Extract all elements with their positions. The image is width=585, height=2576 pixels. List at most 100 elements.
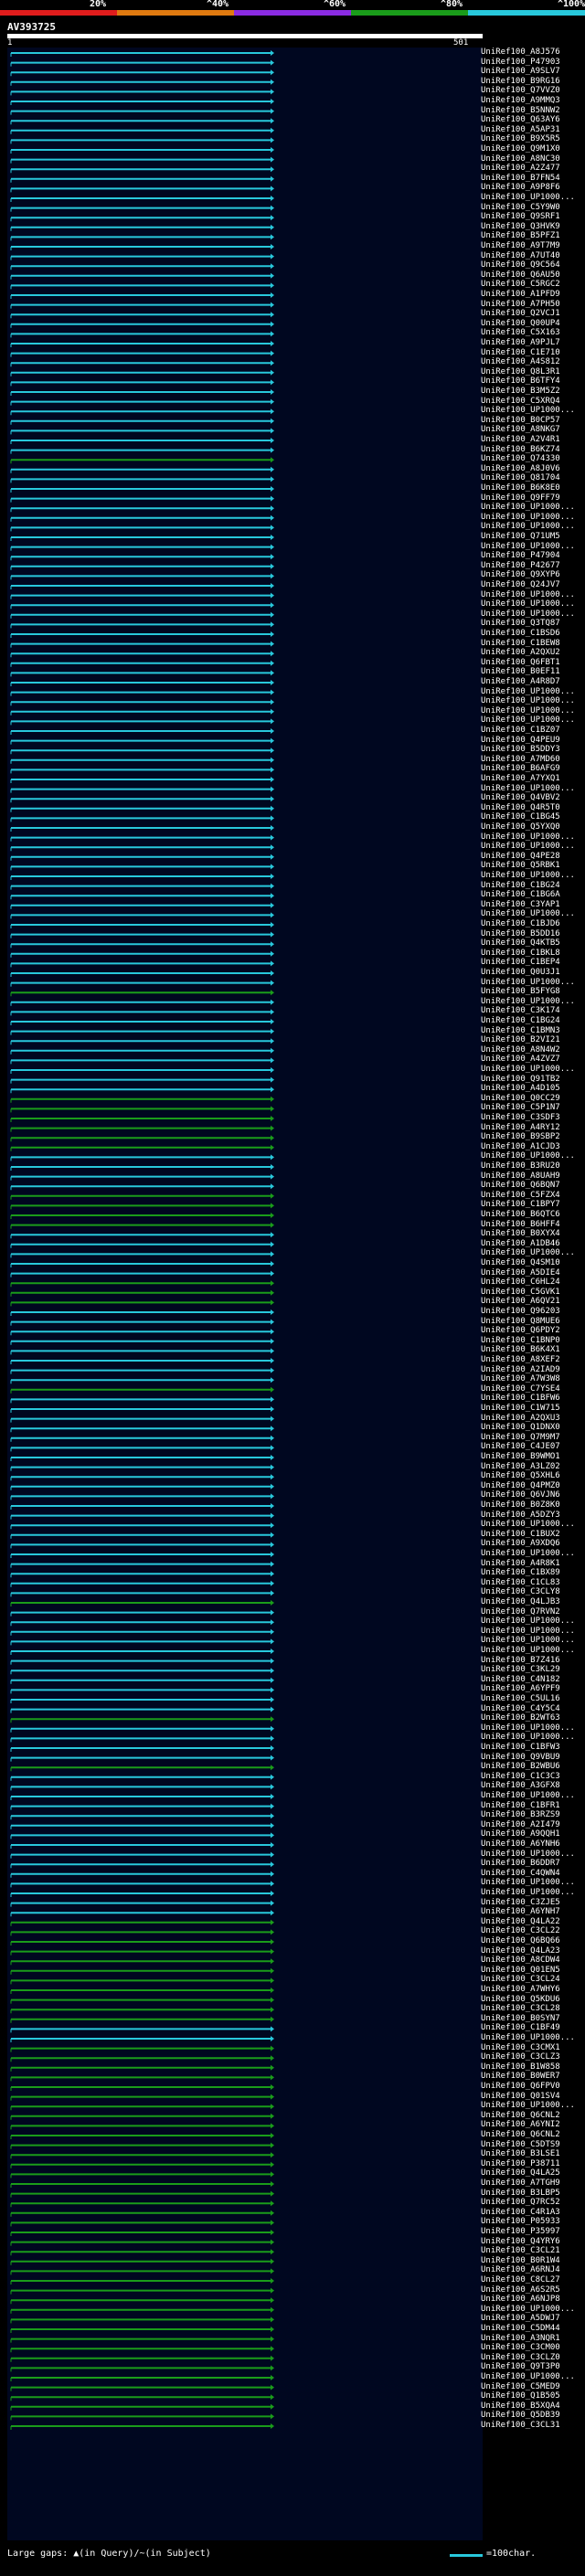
hit-label[interactable]: UniRef100_UP1000... <box>481 1888 575 1897</box>
hit-label[interactable]: UniRef100_C1BG24 <box>481 1016 560 1025</box>
hit-label[interactable]: UniRef100_C3KL29 <box>481 1665 560 1675</box>
hit-label[interactable]: UniRef100_C1BZ07 <box>481 726 560 735</box>
hit-label[interactable]: UniRef100_Q9C564 <box>481 260 560 270</box>
hit-label[interactable]: UniRef100_UP1000... <box>481 193 575 202</box>
hit-label[interactable]: UniRef100_Q71UM5 <box>481 532 560 541</box>
hit-label[interactable]: UniRef100_C3SDF3 <box>481 1113 560 1122</box>
hit-label[interactable]: UniRef100_Q6CNL2 <box>481 2110 560 2120</box>
hit-label[interactable]: UniRef100_C1BMN3 <box>481 1025 560 1035</box>
hit-label[interactable]: UniRef100_UP1000... <box>481 503 575 513</box>
hit-label[interactable]: UniRef100_Q5RBK1 <box>481 861 560 871</box>
hit-label[interactable]: UniRef100_UP1000... <box>481 716 575 726</box>
hit-label[interactable]: UniRef100_C1BPY7 <box>481 1200 560 1210</box>
hit-label[interactable]: UniRef100_B6KZ74 <box>481 444 560 454</box>
hit-label[interactable]: UniRef100_UP1000... <box>481 1646 575 1655</box>
hit-label[interactable]: UniRef100_Q6FBT1 <box>481 657 560 667</box>
hit-label[interactable]: UniRef100_A6S2R5 <box>481 2284 560 2295</box>
hit-label[interactable]: UniRef100_UP1000... <box>481 599 575 610</box>
hit-label[interactable]: UniRef100_C1BG6A <box>481 890 560 900</box>
hit-label[interactable]: UniRef100_A9SLV7 <box>481 67 560 77</box>
hit-label[interactable]: UniRef100_C4QWN4 <box>481 1868 560 1878</box>
hit-label[interactable]: UniRef100_Q7VVZ0 <box>481 86 560 96</box>
hit-label[interactable]: UniRef100_Q4PEU9 <box>481 735 560 745</box>
hit-label[interactable]: UniRef100_Q4LA23 <box>481 1945 560 1956</box>
hit-label[interactable]: UniRef100_A7UT40 <box>481 250 560 260</box>
hit-label[interactable]: UniRef100_A5DWJ7 <box>481 2314 560 2324</box>
hit-label[interactable]: UniRef100_Q6CNL2 <box>481 2130 560 2139</box>
hit-label[interactable]: UniRef100_C3CLZ3 <box>481 2052 560 2062</box>
hit-label[interactable]: UniRef100_B0CP57 <box>481 415 560 425</box>
hit-label[interactable]: UniRef100_Q5YXQ0 <box>481 822 560 832</box>
hit-label[interactable]: UniRef100_UP1000... <box>481 541 575 551</box>
hit-label[interactable]: UniRef100_Q01EN5 <box>481 1965 560 1975</box>
hit-label[interactable]: UniRef100_A8CDW4 <box>481 1956 560 1966</box>
hit-label[interactable]: UniRef100_UP1000... <box>481 1626 575 1636</box>
hit-label[interactable]: UniRef100_C1BG24 <box>481 880 560 890</box>
hit-label[interactable]: UniRef100_UP1000... <box>481 783 575 793</box>
hit-label[interactable]: UniRef100_Q9FF79 <box>481 493 560 503</box>
hit-label[interactable]: UniRef100_Q0U3J1 <box>481 968 560 977</box>
hit-label[interactable]: UniRef100_UP1000... <box>481 1520 575 1530</box>
hit-label[interactable]: UniRef100_A1DB46 <box>481 1238 560 1248</box>
hit-label[interactable]: UniRef100_P38711 <box>481 2158 560 2168</box>
hit-label[interactable]: UniRef100_Q6PDY2 <box>481 1326 560 1336</box>
hit-label[interactable]: UniRef100_B9RG16 <box>481 76 560 86</box>
hit-label[interactable]: UniRef100_Q4PE28 <box>481 851 560 861</box>
hit-label[interactable]: UniRef100_Q00UP4 <box>481 318 560 328</box>
hit-label[interactable]: UniRef100_C4N182 <box>481 1674 560 1684</box>
hit-label[interactable]: UniRef100_C3ZJE5 <box>481 1897 560 1907</box>
hit-label[interactable]: UniRef100_B7Z416 <box>481 1655 560 1665</box>
hit-label[interactable]: UniRef100_A6RNJ4 <box>481 2265 560 2275</box>
hit-label[interactable]: UniRef100_C5XRQ4 <box>481 396 560 406</box>
hit-label[interactable]: UniRef100_B5DDY3 <box>481 745 560 755</box>
hit-label[interactable]: UniRef100_A2V4R1 <box>481 435 560 444</box>
hit-label[interactable]: UniRef100_C1W715 <box>481 1404 560 1413</box>
hit-label[interactable]: UniRef100_B7FN54 <box>481 173 560 183</box>
hit-label[interactable]: UniRef100_Q5KDU6 <box>481 1994 560 2004</box>
hit-label[interactable]: UniRef100_C6HL24 <box>481 1277 560 1288</box>
hit-label[interactable]: UniRef100_C1BG45 <box>481 812 560 822</box>
hit-label[interactable]: UniRef100_Q8MUE6 <box>481 1316 560 1326</box>
hit-label[interactable]: UniRef100_C3K174 <box>481 1006 560 1016</box>
hit-label[interactable]: UniRef100_C1BX89 <box>481 1568 560 1578</box>
hit-label[interactable]: UniRef100_Q3TQ87 <box>481 619 560 629</box>
hit-label[interactable]: UniRef100_UP1000... <box>481 609 575 619</box>
hit-label[interactable]: UniRef100_A8N4W2 <box>481 1044 560 1055</box>
hit-label[interactable]: UniRef100_A3GFX8 <box>481 1781 560 1791</box>
hit-label[interactable]: UniRef100_B0EF11 <box>481 667 560 677</box>
hit-label[interactable]: UniRef100_Q4R5T0 <box>481 802 560 812</box>
hit-label[interactable]: UniRef100_UP1000... <box>481 1878 575 1888</box>
hit-label[interactable]: UniRef100_B5XQA4 <box>481 2401 560 2411</box>
hit-label[interactable]: UniRef100_UP1000... <box>481 589 575 599</box>
hit-label[interactable]: UniRef100_A3LZ02 <box>481 1461 560 1471</box>
hit-label[interactable]: UniRef100_Q8L3R1 <box>481 366 560 376</box>
hit-label[interactable]: UniRef100_Q9VBU9 <box>481 1752 560 1762</box>
hit-label[interactable]: UniRef100_C1BF49 <box>481 2023 560 2033</box>
hit-label[interactable]: UniRef100_C1BUX2 <box>481 1529 560 1539</box>
hit-label[interactable]: UniRef100_Q0CC29 <box>481 1093 560 1103</box>
hit-label[interactable]: UniRef100_UP1000... <box>481 686 575 696</box>
hit-label[interactable]: UniRef100_P42677 <box>481 560 560 570</box>
hit-label[interactable]: UniRef100_C1BEW8 <box>481 638 560 648</box>
hit-label[interactable]: UniRef100_C3CM00 <box>481 2343 560 2353</box>
hit-label[interactable]: UniRef100_A6YNI2 <box>481 2120 560 2130</box>
hit-label[interactable]: UniRef100_Q6BQN7 <box>481 1181 560 1191</box>
hit-label[interactable]: UniRef100_A4RY12 <box>481 1122 560 1132</box>
hit-label[interactable]: UniRef100_A6NJP8 <box>481 2295 560 2305</box>
hit-label[interactable]: UniRef100_C4JE07 <box>481 1442 560 1452</box>
hit-label[interactable]: UniRef100_Q4YRY6 <box>481 2236 560 2246</box>
hit-label[interactable]: UniRef100_C5DTS9 <box>481 2139 560 2149</box>
hit-label[interactable]: UniRef100_C3CLY8 <box>481 1587 560 1597</box>
hit-label[interactable]: UniRef100_B0Z8K0 <box>481 1500 560 1510</box>
hit-label[interactable]: UniRef100_B5FYG8 <box>481 987 560 997</box>
hit-label[interactable]: UniRef100_B6QTC6 <box>481 1210 560 1219</box>
hit-label[interactable]: UniRef100_C3YAP1 <box>481 899 560 909</box>
hit-label[interactable]: UniRef100_C1E710 <box>481 347 560 357</box>
hit-label[interactable]: UniRef100_A4ZVZ7 <box>481 1055 560 1065</box>
hit-label[interactable]: UniRef100_A2I479 <box>481 1819 560 1829</box>
hit-label[interactable]: UniRef100_A8J576 <box>481 48 560 57</box>
hit-label[interactable]: UniRef100_Q9SRF1 <box>481 212 560 222</box>
hit-label[interactable]: UniRef100_A2IAD9 <box>481 1364 560 1374</box>
hit-label[interactable]: UniRef100_C1BJD6 <box>481 919 560 928</box>
hit-label[interactable]: UniRef100_A5DIE4 <box>481 1267 560 1277</box>
